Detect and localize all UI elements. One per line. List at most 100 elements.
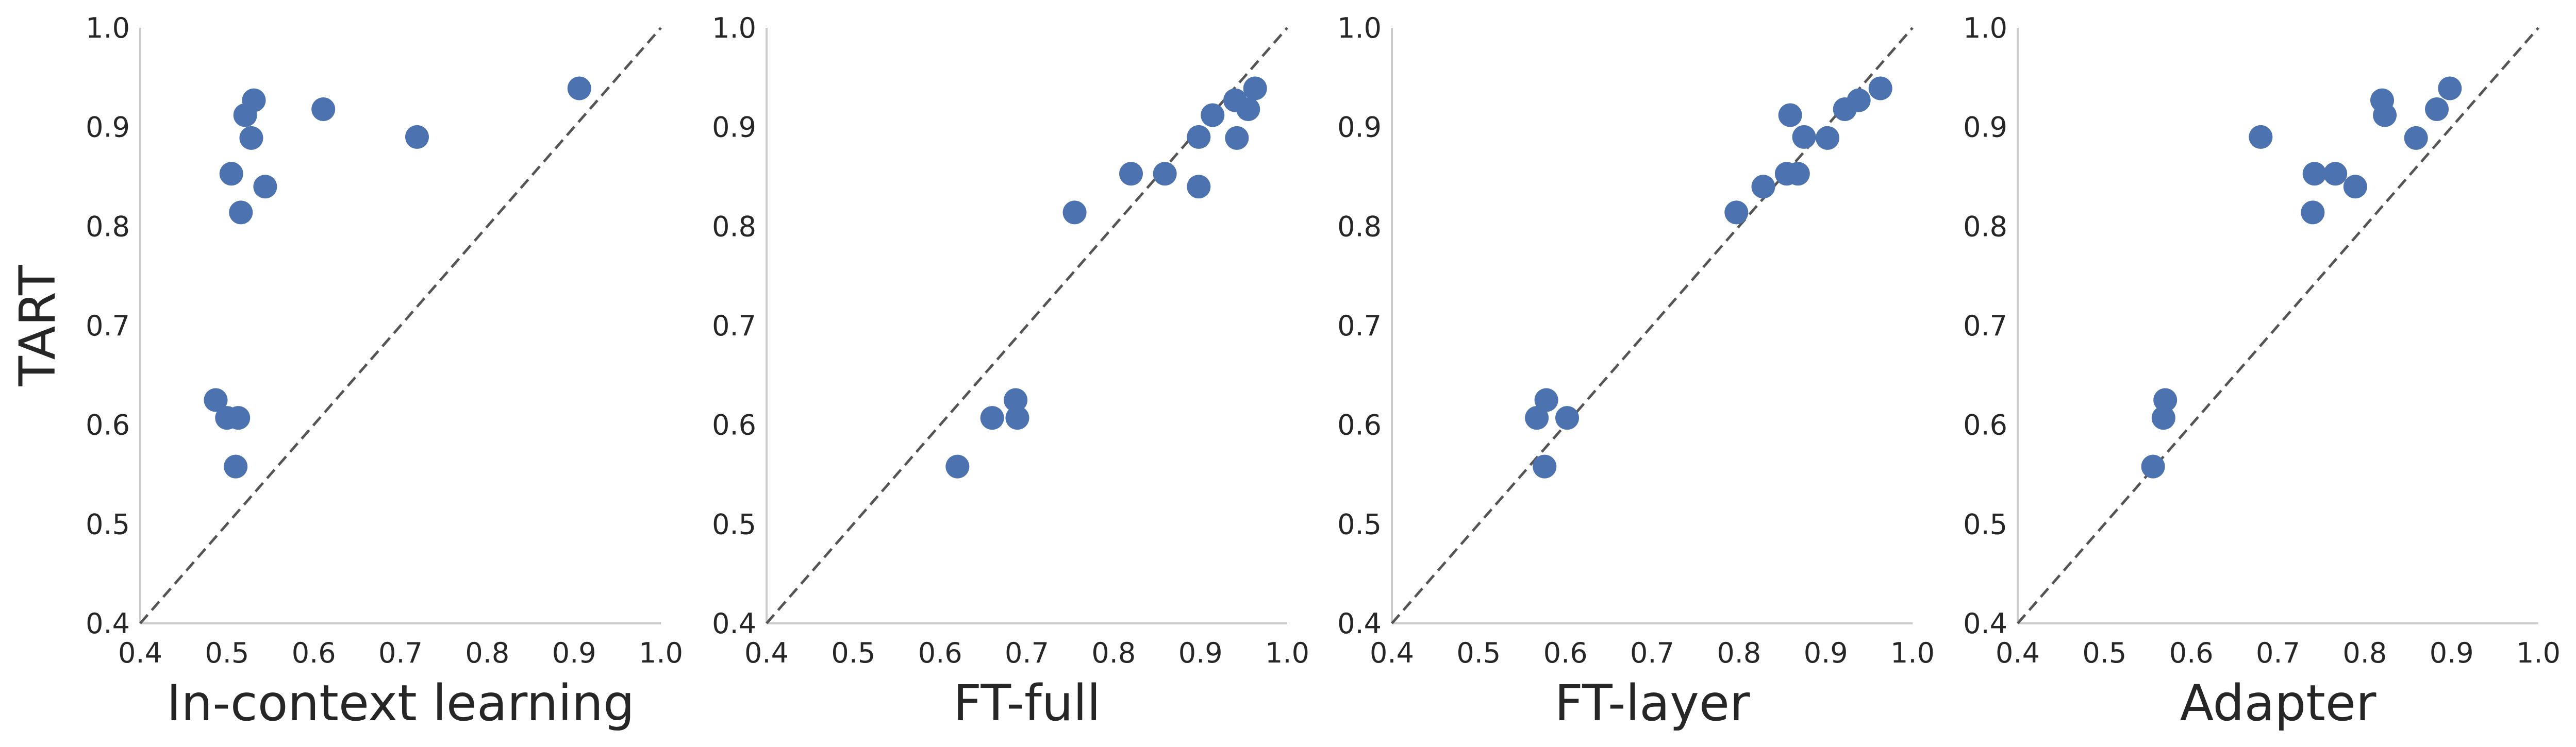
y-tick-label: 0.5 (86, 508, 130, 540)
data-point (1792, 125, 1816, 149)
x-tick-label: 0.6 (1543, 637, 1588, 669)
y-tick-label: 0.8 (712, 210, 756, 243)
x-tick-label: 0.9 (1178, 637, 1223, 669)
data-point (1225, 126, 1249, 150)
x-tick-label: 0.4 (1996, 637, 2040, 669)
data-point (2438, 76, 2462, 100)
x-axis-label: FT-full (953, 674, 1101, 732)
y-tick-label: 0.6 (1963, 409, 2007, 442)
x-tick-label: 0.9 (2430, 637, 2474, 669)
y-tick-label: 0.6 (1337, 409, 1382, 442)
diagonal-reference-line (2017, 27, 2539, 624)
x-axis-label: In-context learning (167, 674, 635, 732)
x-tick-label: 0.6 (2169, 637, 2214, 669)
chart-panel-1: 0.4 0.5 0.6 0.7 0.8 0.9 1.0 0.4 0.5 0.6 0.7 0.8 0.9 1… (9, 12, 683, 732)
x-tick-label: 0.5 (205, 637, 249, 669)
x-tick-label: 0.4 (744, 637, 789, 669)
y-tick-label: 0.8 (86, 210, 130, 243)
data-point (2404, 126, 2428, 150)
y-tick-label: 0.4 (1963, 607, 2007, 640)
data-point (1724, 200, 1749, 225)
x-tick-label: 0.6 (292, 637, 336, 669)
y-tick-label: 0.9 (1963, 111, 2007, 144)
y-tick-label: 0.6 (712, 409, 756, 442)
data-point (1525, 406, 1549, 430)
data-point (204, 388, 228, 412)
y-tick-label: 0.9 (86, 111, 130, 144)
x-axis-label: Adapter (2180, 674, 2376, 732)
data-point (980, 406, 1004, 430)
data-point (1555, 406, 1580, 430)
y-tick-label: 0.4 (86, 607, 130, 640)
data-point (1062, 200, 1087, 225)
data-point (2425, 97, 2449, 121)
y-tick-label: 0.7 (1337, 310, 1382, 342)
data-point (1153, 162, 1177, 186)
y-tick-label: 0.5 (712, 508, 756, 540)
data-point (1751, 175, 1775, 199)
data-point (2141, 454, 2165, 479)
x-tick-label: 1.0 (639, 637, 683, 669)
data-point (1243, 76, 1267, 100)
data-point (224, 454, 248, 479)
data-point (1187, 175, 1211, 199)
y-axis-label: TART (9, 265, 67, 387)
x-tick-label: 0.7 (1630, 637, 1674, 669)
diagonal-reference-line (139, 27, 662, 624)
data-point (1005, 406, 1029, 430)
x-tick-label: 0.5 (2082, 637, 2126, 669)
x-tick-label: 0.8 (2342, 637, 2387, 669)
data-point (1201, 103, 1225, 127)
data-point (2151, 406, 2175, 430)
x-tick-label: 1.0 (1890, 637, 1935, 669)
y-tick-label: 0.9 (712, 111, 756, 144)
data-point (1778, 103, 1802, 127)
y-tick-label: 0.7 (86, 310, 130, 342)
x-tick-label: 0.7 (378, 637, 423, 669)
y-tick-label: 1.0 (1337, 12, 1382, 44)
data-point (1534, 388, 1558, 412)
y-tick-label: 0.8 (1337, 210, 1382, 243)
y-tick-label: 1.0 (86, 12, 130, 44)
y-tick-label: 0.5 (1963, 508, 2007, 540)
chart-panel-2: 0.4 0.5 0.6 0.7 0.8 0.9 1.0 0.4 0.5 0.6 0.7 0.8 0.9 1… (712, 12, 1309, 732)
y-tick-label: 0.7 (1963, 310, 2007, 342)
y-tick-label: 0.5 (1337, 508, 1382, 540)
data-point (2373, 103, 2397, 127)
y-tick-label: 0.7 (712, 310, 756, 342)
x-tick-label: 0.5 (831, 637, 875, 669)
data-point (2301, 200, 2325, 225)
data-point (226, 406, 251, 430)
data-point (2302, 162, 2326, 186)
data-point (2343, 175, 2367, 199)
data-point (1816, 126, 1840, 150)
data-point (1533, 454, 1557, 479)
data-point (405, 125, 429, 149)
data-point (1833, 97, 1857, 121)
data-point (1004, 388, 1028, 412)
x-tick-label: 0.5 (1456, 637, 1501, 669)
y-tick-label: 1.0 (1963, 12, 2007, 44)
x-tick-label: 1.0 (2516, 637, 2561, 669)
data-point (2249, 125, 2273, 149)
x-tick-label: 1.0 (1265, 637, 1309, 669)
y-tick-label: 0.8 (1963, 210, 2007, 243)
data-point (2323, 162, 2348, 186)
data-point (1236, 97, 1260, 121)
x-tick-label: 0.6 (918, 637, 962, 669)
chart-panel-3: 0.4 0.5 0.6 0.7 0.8 0.9 1.0 0.4 0.5 0.6 0.7 0.8 0.9 1… (1337, 12, 1935, 732)
data-point (253, 175, 277, 199)
data-point (229, 200, 253, 225)
x-tick-label: 0.9 (1804, 637, 1848, 669)
diagonal-reference-line (1391, 27, 1914, 624)
x-tick-label: 0.8 (1717, 637, 1761, 669)
y-tick-label: 0.9 (1337, 111, 1382, 144)
x-axis-label: FT-layer (1555, 674, 1750, 732)
x-tick-label: 0.8 (1091, 637, 1136, 669)
data-point (1119, 162, 1143, 186)
x-tick-label: 0.7 (2256, 637, 2300, 669)
data-point (233, 103, 257, 127)
data-point (1786, 162, 1810, 186)
data-point (945, 454, 970, 479)
y-tick-label: 0.4 (712, 607, 756, 640)
